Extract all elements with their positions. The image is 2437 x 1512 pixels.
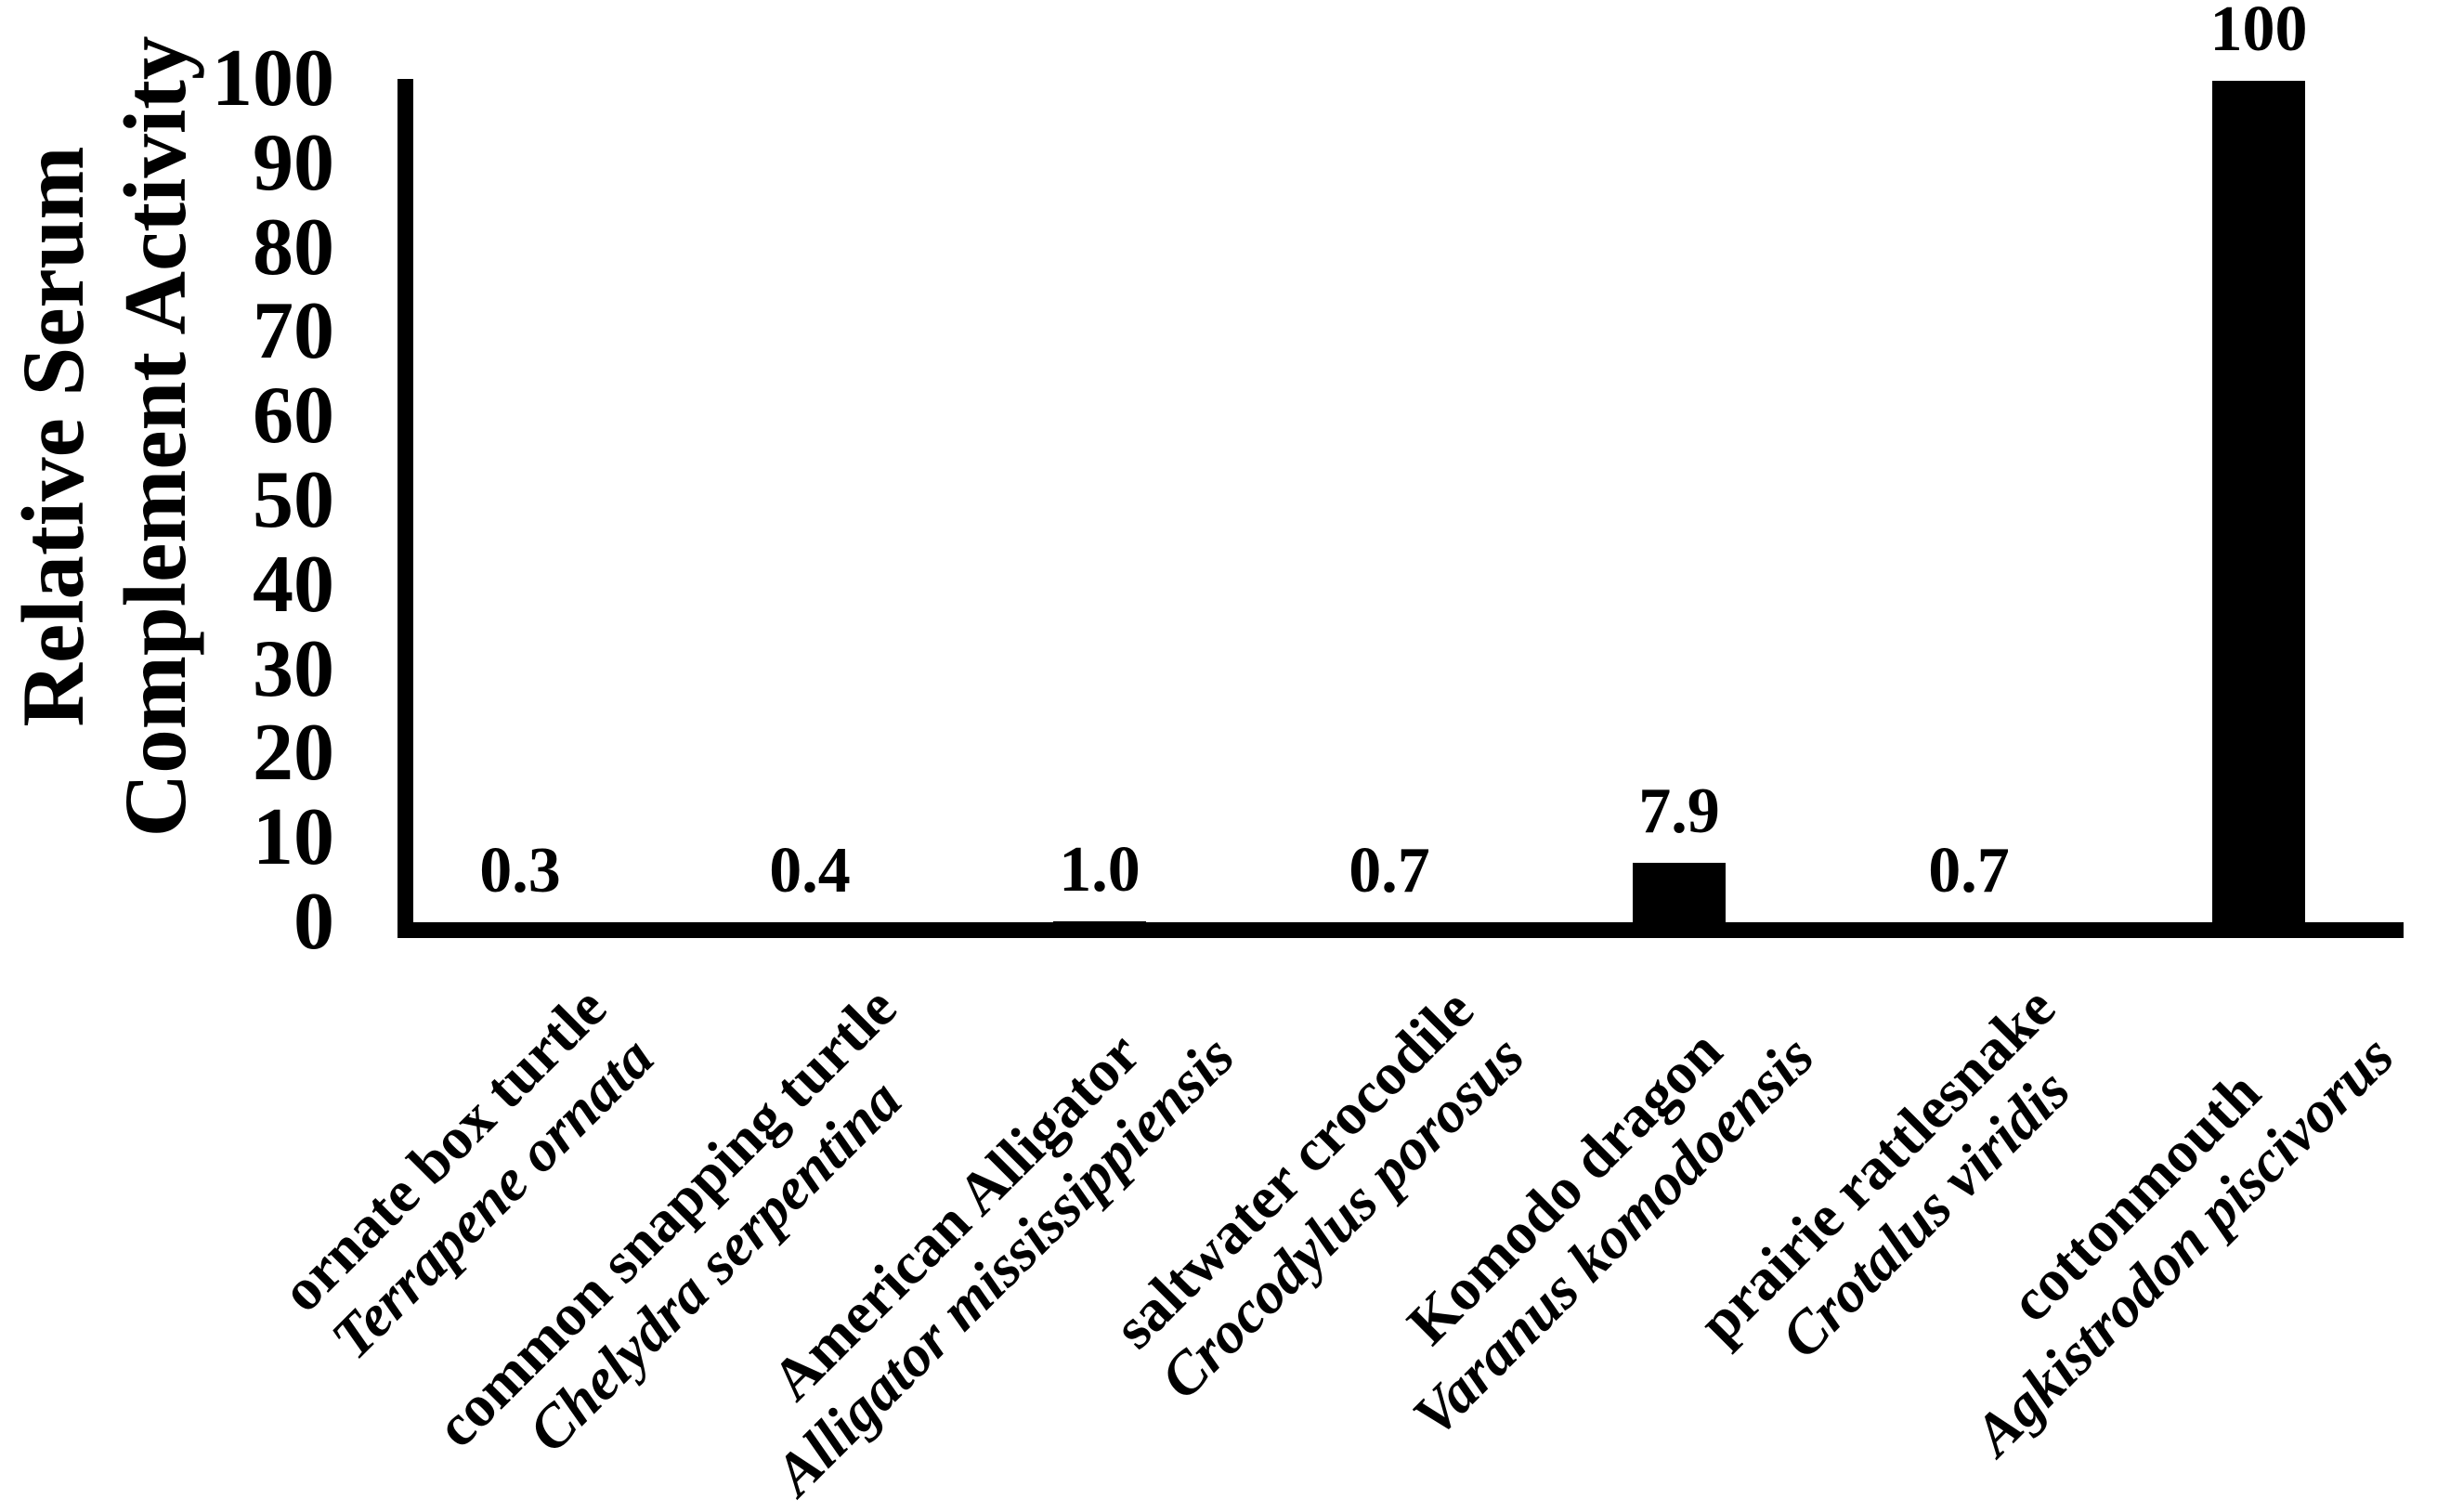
x-axis-line — [397, 922, 2404, 938]
y-tick-label: 60 — [253, 371, 334, 462]
bar-value-label: 0.3 — [479, 835, 561, 906]
y-tick-label: 30 — [253, 623, 334, 714]
bar-value-label: 100 — [2209, 0, 2308, 65]
bar — [1633, 862, 1726, 922]
y-tick-label: 80 — [253, 202, 334, 293]
y-tick-label: 90 — [253, 117, 334, 208]
bar-value-label: 0.7 — [1928, 835, 2010, 906]
y-axis-line — [397, 79, 413, 938]
y-tick-label: 20 — [253, 708, 334, 799]
y-tick-label: 40 — [253, 539, 334, 630]
plot-area: 0.3 0.4 1.0 0.7 7.9 0.7 100 — [413, 0, 2404, 922]
y-axis-title: Relative Serum Complement Activity — [2, 19, 206, 854]
bar-value-label: 0.4 — [769, 835, 851, 906]
bar — [2212, 81, 2305, 922]
y-tick-label: 50 — [253, 455, 334, 545]
bar-value-label: 0.7 — [1349, 835, 1430, 906]
y-axis-title-line2: Complement Activity — [106, 35, 204, 838]
bar — [1053, 920, 1146, 922]
y-tick-label: 0 — [293, 877, 334, 967]
y-tick-label: 10 — [253, 792, 334, 883]
y-axis-title-line1: Relative Serum — [4, 146, 102, 727]
bar-value-label: 1.0 — [1059, 833, 1140, 906]
bar-value-label: 7.9 — [1638, 775, 1720, 847]
y-tick-label: 100 — [212, 33, 334, 124]
y-tick-label: 70 — [253, 286, 334, 377]
